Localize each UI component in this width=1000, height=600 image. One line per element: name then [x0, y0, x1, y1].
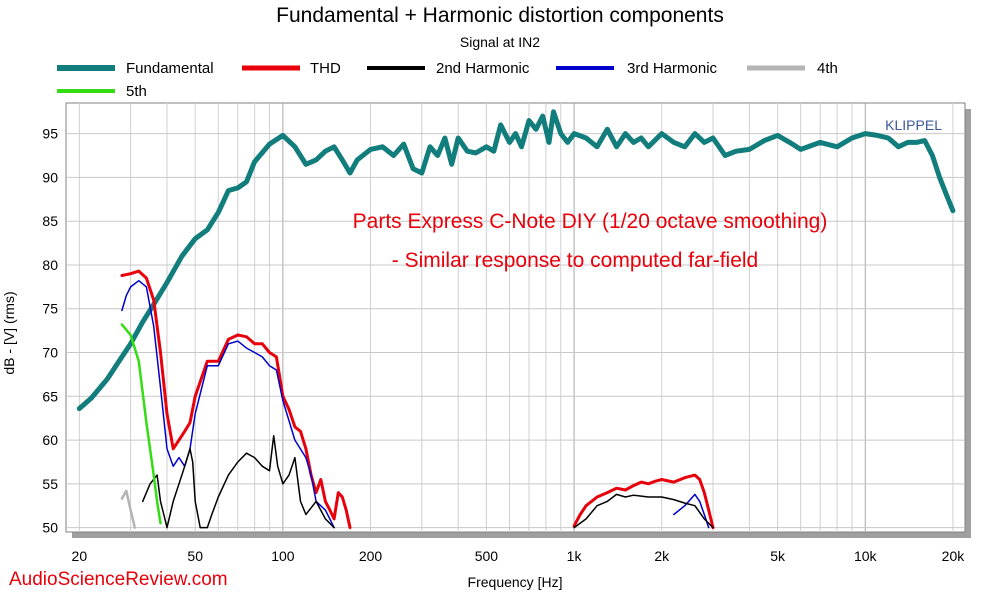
legend: Fundamental THD 2nd Harmonic 3rd Harmoni…	[57, 60, 838, 100]
klippel-watermark: KLIPPEL	[885, 117, 942, 133]
x-tick-label: 1k	[567, 548, 583, 564]
annotation-line-2: - Similar response to computed far-field	[392, 249, 759, 272]
y-tick-label: 60	[42, 432, 58, 448]
x-tick-label: 2k	[654, 548, 670, 564]
y-tick-label: 55	[42, 476, 58, 492]
x-tick-label: 500	[475, 548, 499, 564]
series-line-thd	[120, 269, 352, 530]
y-tick-label: 90	[42, 169, 58, 185]
series-line-3rd-harmonic	[673, 493, 710, 529]
series-line-2nd-harmonic	[141, 434, 335, 529]
series-line-3rd-harmonic	[121, 279, 335, 529]
x-tick-label: 50	[187, 548, 203, 564]
legend-label-fundamental: Fundamental	[126, 60, 214, 77]
legend-label-3rd-harmonic: 3rd Harmonic	[627, 60, 718, 77]
x-tick-label: 20	[72, 548, 88, 564]
x-tick-label: 10k	[854, 548, 878, 564]
legend-label-2nd-harmonic: 2nd Harmonic	[436, 60, 530, 77]
y-tick-label: 95	[42, 126, 58, 142]
legend-label-thd: THD	[310, 60, 341, 77]
chart-subtitle: Signal at IN2	[460, 34, 540, 50]
x-tick-label: 20k	[942, 548, 966, 564]
y-tick-label: 80	[42, 257, 58, 273]
x-tick-label: 200	[359, 548, 383, 564]
y-axis-label: dB - [V] (rms)	[1, 291, 17, 374]
y-tick-label: 85	[42, 213, 58, 229]
x-axis-label: Frequency [Hz]	[468, 574, 563, 590]
chart-title: Fundamental + Harmonic distortion compon…	[276, 4, 724, 27]
y-tick-label: 75	[42, 301, 58, 317]
legend-label-5th: 5th	[126, 83, 147, 100]
footer-brand: AudioScienceReview.com	[9, 569, 228, 590]
series-line-thd	[572, 473, 715, 530]
x-axis-ticks: 20 50 100 200 500 1k 2k 5k 10k 20k	[72, 548, 966, 564]
y-tick-label: 70	[42, 345, 58, 361]
x-tick-label: 100	[271, 548, 295, 564]
series-line-4th	[120, 489, 137, 529]
legend-label-4th: 4th	[817, 60, 838, 77]
x-tick-label: 5k	[770, 548, 786, 564]
y-tick-label: 65	[42, 388, 58, 404]
series-line-2nd-harmonic	[573, 493, 714, 529]
y-tick-label: 50	[42, 520, 58, 536]
annotation-line-1: Parts Express C-Note DIY (1/20 octave sm…	[353, 210, 828, 233]
series-line-5th	[120, 323, 162, 525]
series-line-fundamental	[76, 109, 956, 412]
plot-area	[65, 102, 966, 533]
series-layer	[76, 109, 956, 530]
grid	[66, 103, 965, 532]
y-axis-ticks: 50 55 60 65 70 75 80 85 90 95	[42, 126, 58, 536]
